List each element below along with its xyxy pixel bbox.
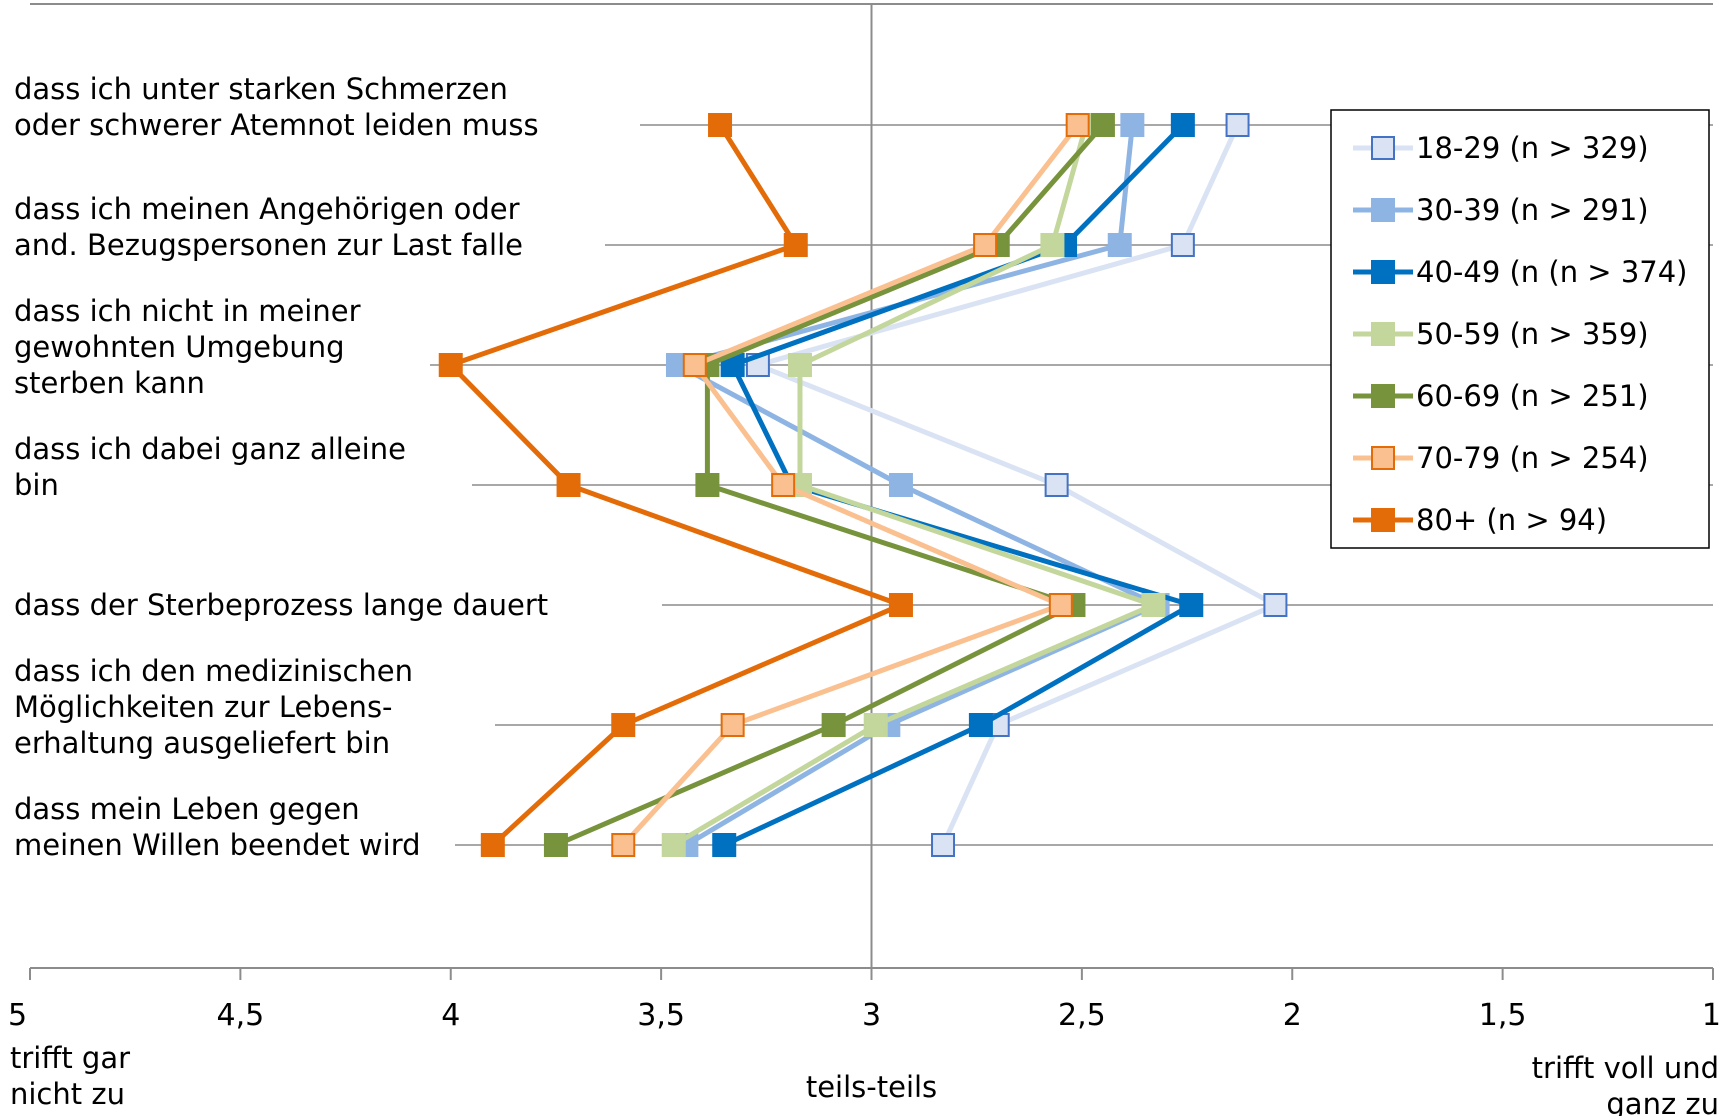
legend-swatch-marker <box>1371 446 1395 470</box>
data-point <box>556 473 581 497</box>
data-point <box>438 353 463 377</box>
x-axis-left-label: nicht zu <box>10 1077 125 1111</box>
x-axis-right-label: ganz zu <box>1606 1087 1719 1116</box>
data-point <box>888 473 913 497</box>
data-point <box>1048 593 1073 617</box>
legend-swatch-marker <box>1371 260 1395 284</box>
category-label: meinen Willen beendet wird <box>14 828 421 862</box>
data-point <box>720 713 745 737</box>
data-point <box>1040 233 1065 257</box>
data-point <box>863 713 888 737</box>
category-label: dass ich den medizinischen <box>14 654 413 688</box>
data-point <box>480 833 505 857</box>
category-label: Möglichkeiten zur Lebens- <box>14 690 393 724</box>
legend-label: 30-39 (n > 291) <box>1416 193 1649 227</box>
data-point <box>1179 593 1204 617</box>
data-point <box>1263 593 1288 617</box>
x-tick-label: 2 <box>1283 998 1302 1033</box>
category-label: dass der Sterbeprozess lange dauert <box>14 588 548 622</box>
category-label: dass mein Leben gegen <box>14 792 360 826</box>
data-point <box>1141 593 1166 617</box>
data-point <box>1170 113 1195 137</box>
x-tick-label: 4,5 <box>217 998 265 1033</box>
data-point <box>783 233 808 257</box>
x-tick-label: 2,5 <box>1058 998 1106 1033</box>
x-tick-label: 3 <box>862 998 881 1033</box>
data-point <box>682 353 707 377</box>
data-point <box>712 833 737 857</box>
series-7 <box>438 113 913 857</box>
x-tick-label: 5 <box>8 998 27 1033</box>
data-point <box>661 833 686 857</box>
data-point <box>973 233 998 257</box>
legend-swatch-marker <box>1371 136 1395 160</box>
x-tick-label: 4 <box>441 998 460 1033</box>
x-tick-label: 1 <box>1702 998 1721 1033</box>
data-point <box>771 473 796 497</box>
data-point <box>1044 473 1069 497</box>
category-label: dass ich dabei ganz alleine <box>14 432 406 466</box>
legend-swatch-marker <box>1371 198 1395 222</box>
data-point <box>1090 113 1115 137</box>
legend-swatch-marker <box>1371 384 1395 408</box>
legend-swatch-marker <box>1371 508 1395 532</box>
series-lines <box>438 113 1288 857</box>
category-label: and. Bezugspersonen zur Last falle <box>14 228 523 262</box>
category-label: oder schwerer Atemnot leiden muss <box>14 108 539 142</box>
data-point <box>931 833 956 857</box>
x-axis-left-label: trifft gar <box>10 1041 130 1075</box>
data-point <box>787 353 812 377</box>
data-point <box>1120 113 1145 137</box>
data-point <box>1170 233 1195 257</box>
data-point <box>543 833 568 857</box>
category-label: bin <box>14 468 59 502</box>
data-point <box>1065 113 1090 137</box>
legend-label: 80+ (n > 94) <box>1416 503 1607 537</box>
category-label: erhaltung ausgeliefert bin <box>14 726 390 760</box>
x-tick-label: 3,5 <box>637 998 685 1033</box>
series-5 <box>543 113 1115 857</box>
legend: 18-29 (n > 329) 30-39 (n > 291) 40-49 (n (… <box>1330 109 1710 549</box>
legend-label: 50-59 (n > 359) <box>1416 317 1649 351</box>
x-axis-right-label: trifft voll und <box>1532 1051 1719 1085</box>
data-point <box>695 473 720 497</box>
data-point <box>1107 233 1132 257</box>
category-label: dass ich unter starken Schmerzen <box>14 72 508 106</box>
data-point <box>821 713 846 737</box>
data-point <box>611 713 636 737</box>
data-point <box>888 593 913 617</box>
series-1 <box>745 113 1288 857</box>
legend-label: 18-29 (n > 329) <box>1416 131 1649 165</box>
legend-label: 40-49 (n (n > 374) <box>1416 255 1688 289</box>
legend-label: 60-69 (n > 251) <box>1416 379 1649 413</box>
category-label: gewohnten Umgebung <box>14 330 345 364</box>
category-label: sterben kann <box>14 366 205 400</box>
x-axis-center-label: teils-teils <box>806 1070 937 1104</box>
legend-swatch-marker <box>1371 322 1395 346</box>
x-tick-label: 1,5 <box>1479 998 1527 1033</box>
series-6 <box>611 113 1090 857</box>
legend-label: 70-79 (n > 254) <box>1416 441 1649 475</box>
data-point <box>611 833 636 857</box>
category-label: dass ich meinen Angehörigen oder <box>14 192 520 226</box>
data-point <box>708 113 733 137</box>
category-label: dass ich nicht in meiner <box>14 294 361 328</box>
data-point <box>968 713 993 737</box>
data-point <box>1225 113 1250 137</box>
